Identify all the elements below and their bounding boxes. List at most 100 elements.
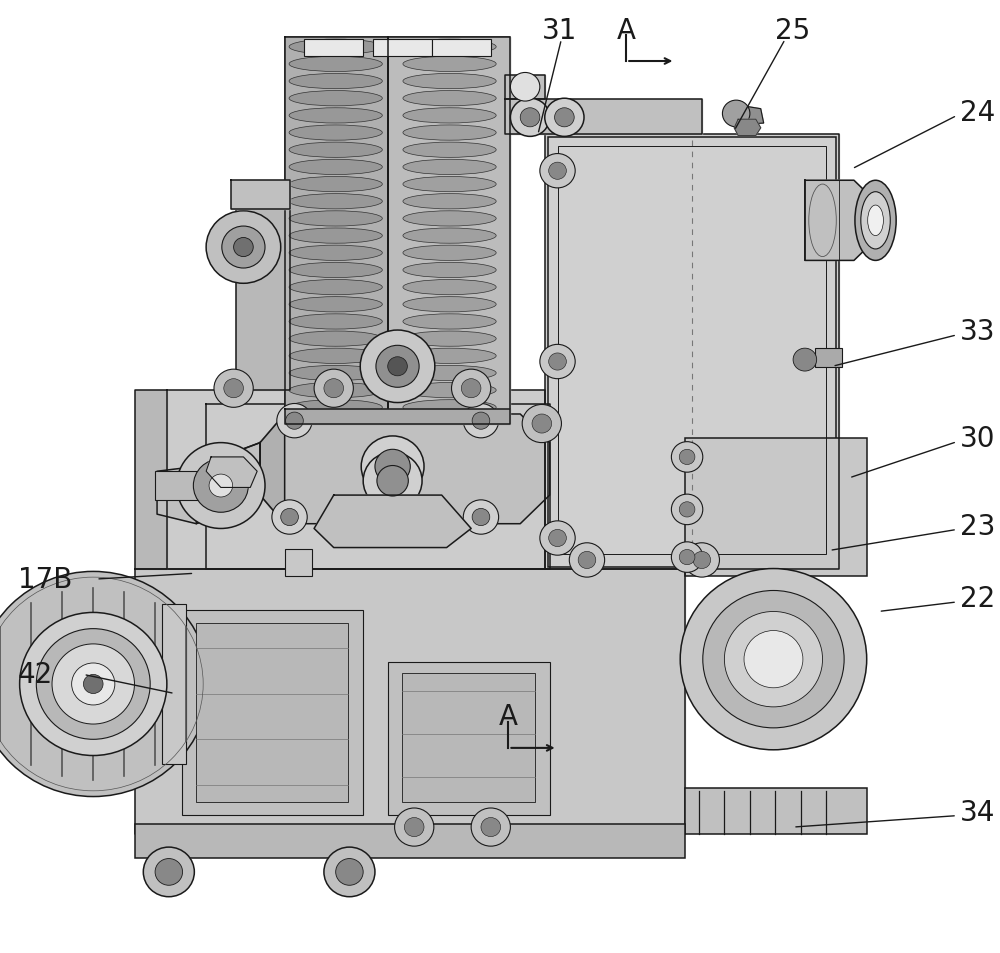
Polygon shape (206, 457, 257, 488)
Ellipse shape (403, 74, 496, 90)
Ellipse shape (403, 383, 496, 398)
Text: 31: 31 (542, 16, 577, 45)
Ellipse shape (403, 212, 496, 227)
Circle shape (520, 109, 540, 128)
Ellipse shape (403, 143, 496, 158)
Bar (304, 40, 363, 57)
Text: 33: 33 (960, 317, 995, 346)
Ellipse shape (289, 400, 382, 416)
Ellipse shape (289, 229, 382, 244)
Bar (388, 662, 550, 815)
Circle shape (376, 346, 419, 388)
Ellipse shape (289, 297, 382, 313)
Ellipse shape (289, 280, 382, 295)
Circle shape (234, 238, 253, 257)
Text: 24: 24 (960, 98, 995, 127)
Circle shape (703, 591, 844, 728)
Circle shape (72, 663, 115, 705)
Circle shape (214, 370, 253, 408)
Text: 30: 30 (960, 424, 995, 453)
Ellipse shape (289, 212, 382, 227)
Circle shape (532, 415, 552, 434)
Bar (162, 604, 186, 764)
Circle shape (549, 163, 566, 180)
Polygon shape (505, 76, 545, 100)
Circle shape (36, 629, 150, 740)
Circle shape (155, 859, 183, 885)
Bar (432, 40, 491, 57)
Circle shape (471, 808, 510, 846)
Circle shape (452, 370, 491, 408)
Circle shape (463, 404, 499, 438)
Circle shape (143, 847, 194, 897)
Circle shape (555, 109, 574, 128)
Circle shape (472, 509, 490, 526)
Bar (155, 472, 199, 500)
Circle shape (540, 521, 575, 556)
Circle shape (272, 500, 307, 535)
Circle shape (744, 631, 803, 688)
Ellipse shape (403, 177, 496, 193)
Circle shape (793, 349, 817, 372)
Polygon shape (285, 38, 510, 415)
Polygon shape (285, 410, 510, 424)
Circle shape (671, 542, 703, 573)
Circle shape (724, 612, 823, 707)
Circle shape (193, 459, 248, 513)
Circle shape (20, 613, 167, 756)
Text: 34: 34 (960, 798, 995, 826)
Ellipse shape (403, 91, 496, 107)
Ellipse shape (289, 194, 382, 210)
Circle shape (549, 530, 566, 547)
Ellipse shape (289, 263, 382, 278)
Ellipse shape (403, 297, 496, 313)
Polygon shape (731, 105, 764, 126)
Circle shape (177, 443, 265, 529)
Ellipse shape (403, 194, 496, 210)
Ellipse shape (403, 40, 496, 55)
Text: 23: 23 (960, 512, 995, 540)
Ellipse shape (289, 246, 382, 261)
Polygon shape (231, 181, 290, 210)
Circle shape (693, 552, 711, 569)
Ellipse shape (403, 314, 496, 330)
Circle shape (388, 357, 407, 376)
Circle shape (684, 543, 719, 578)
Circle shape (363, 453, 422, 510)
Ellipse shape (289, 40, 382, 55)
Circle shape (224, 379, 243, 398)
Polygon shape (236, 210, 290, 391)
Bar (548, 138, 836, 567)
Ellipse shape (289, 91, 382, 107)
Bar (685, 438, 867, 577)
Circle shape (671, 495, 703, 525)
Polygon shape (505, 100, 702, 135)
Bar (402, 674, 535, 802)
Circle shape (360, 331, 435, 403)
Ellipse shape (289, 57, 382, 72)
Circle shape (324, 847, 375, 897)
Ellipse shape (861, 193, 890, 250)
Ellipse shape (289, 109, 382, 124)
Polygon shape (135, 391, 167, 570)
Circle shape (52, 644, 134, 724)
Ellipse shape (289, 74, 382, 90)
Bar (373, 40, 432, 57)
Circle shape (472, 413, 490, 430)
Ellipse shape (403, 246, 496, 261)
Text: A: A (499, 702, 518, 731)
Ellipse shape (403, 57, 496, 72)
Ellipse shape (289, 126, 382, 141)
Circle shape (510, 73, 540, 102)
Circle shape (375, 450, 410, 484)
Circle shape (671, 442, 703, 473)
Ellipse shape (289, 383, 382, 398)
Circle shape (510, 99, 550, 137)
Ellipse shape (289, 366, 382, 381)
Ellipse shape (403, 349, 496, 364)
Circle shape (679, 502, 695, 517)
Circle shape (680, 569, 867, 750)
Circle shape (549, 354, 566, 371)
Circle shape (404, 818, 424, 837)
Ellipse shape (855, 181, 896, 261)
